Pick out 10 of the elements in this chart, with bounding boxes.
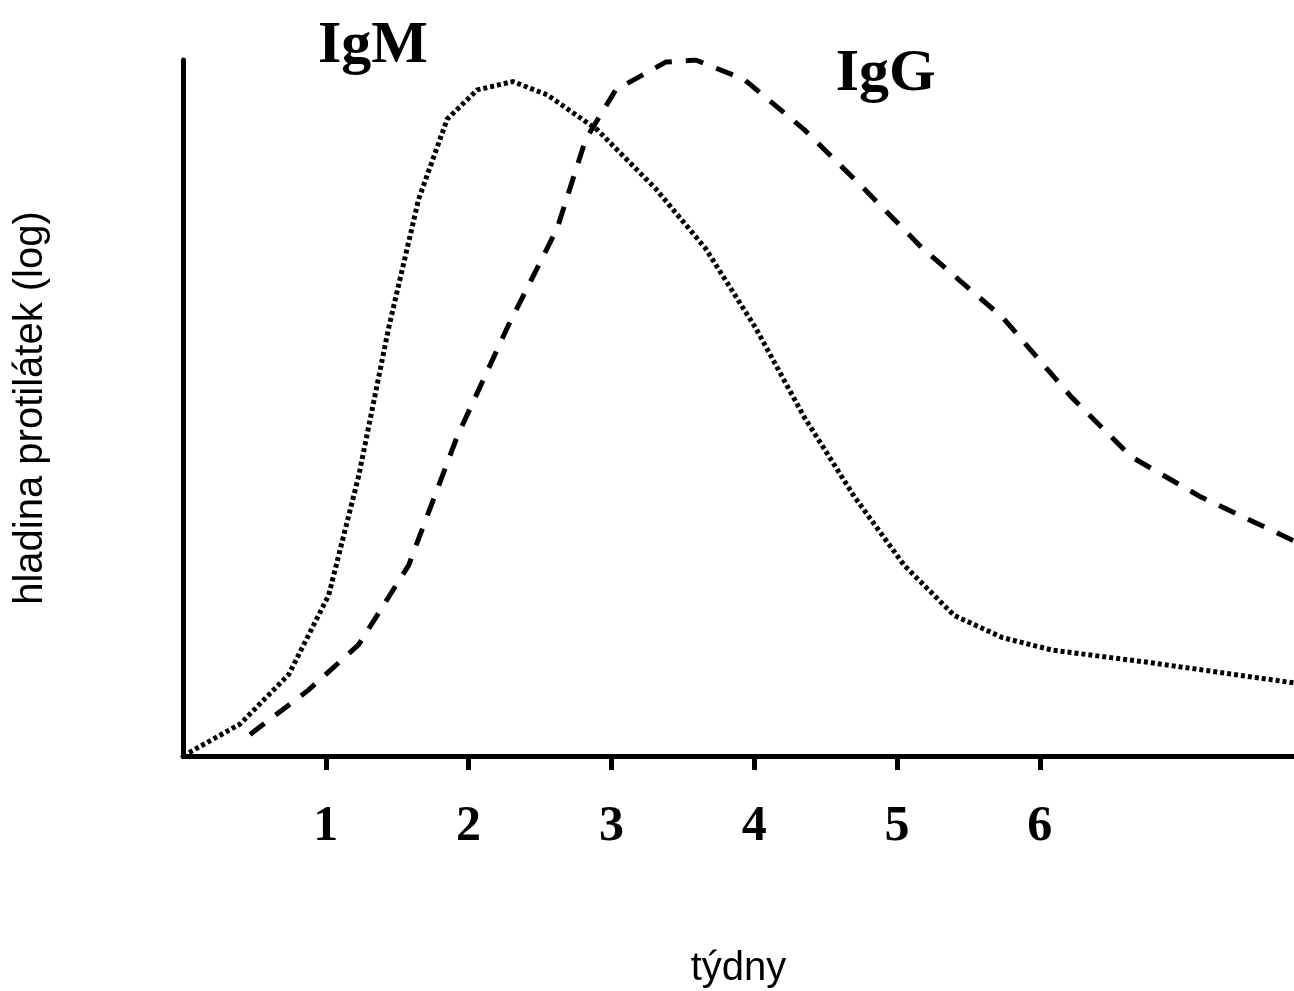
x-tick-label: 1 xyxy=(313,795,339,851)
x-tick-label: 5 xyxy=(884,795,910,851)
x-tick-label: 2 xyxy=(456,795,482,851)
x-tick-label: 6 xyxy=(1027,795,1053,851)
series-label: IgG xyxy=(835,37,936,103)
x-tick-label: 3 xyxy=(598,795,624,851)
series-label: IgM xyxy=(317,8,428,75)
x-axis-title: týdny xyxy=(690,944,787,988)
y-axis-title: hladina protilátek (log) xyxy=(6,211,50,605)
x-tick-label: 4 xyxy=(741,795,767,851)
